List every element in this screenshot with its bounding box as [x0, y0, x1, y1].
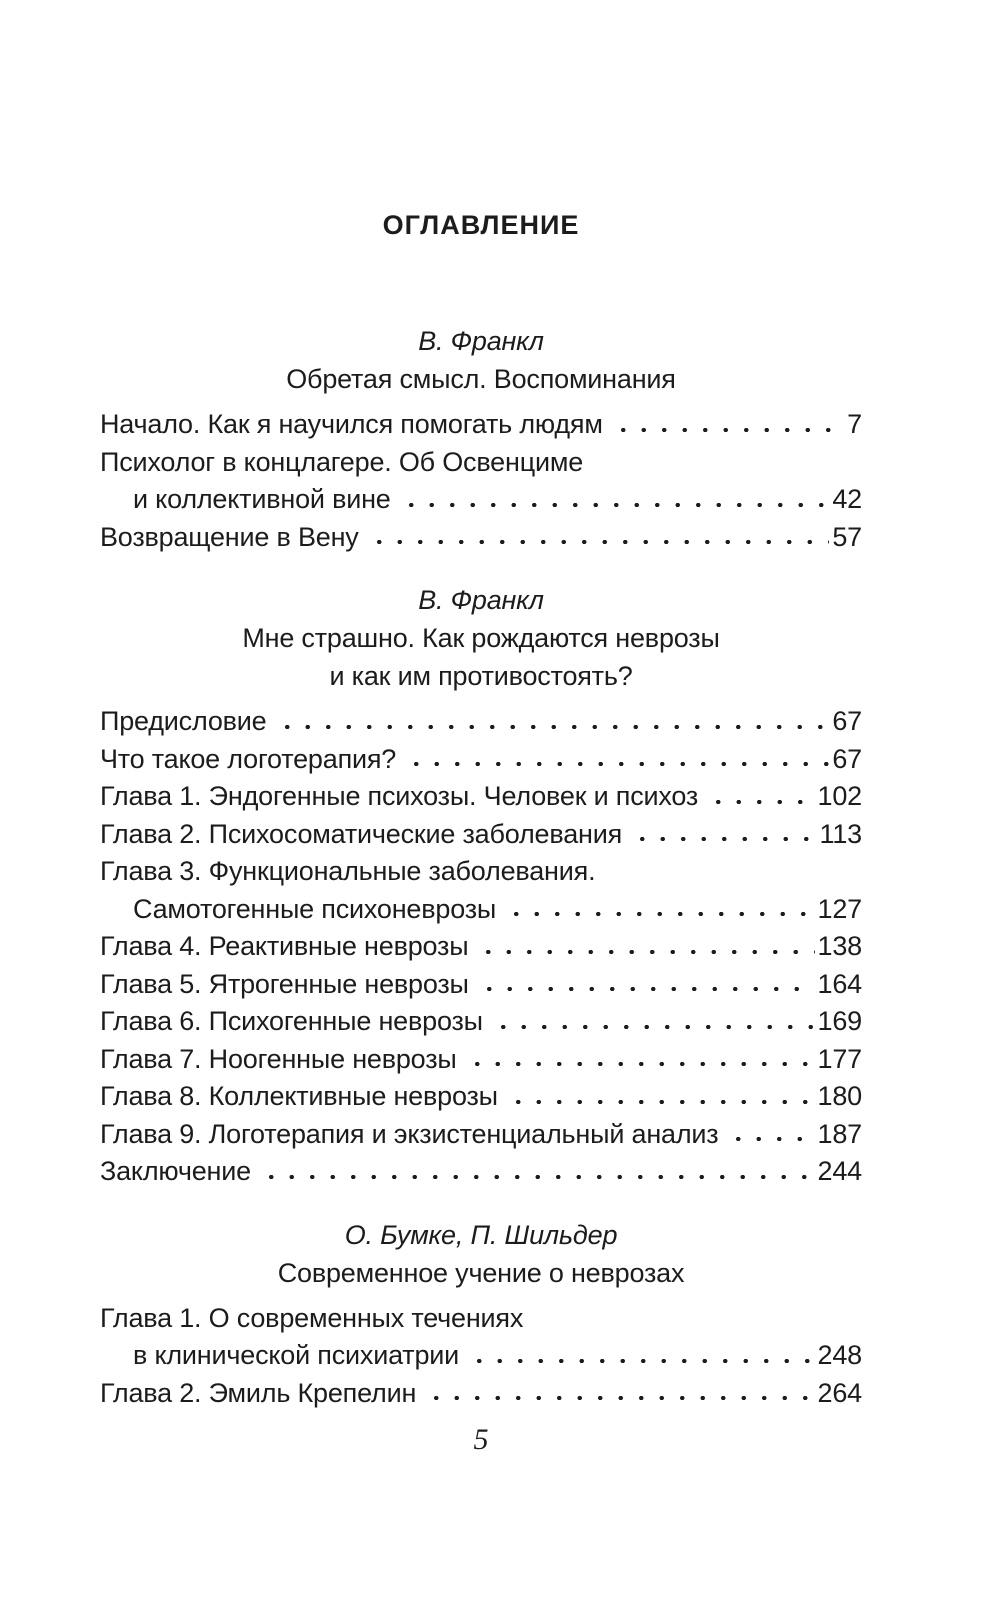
- toc-entry-page: 42: [832, 484, 862, 514]
- dot-leader: [632, 815, 817, 853]
- toc-entry-label: Глава 5. Ятрогенные неврозы: [100, 968, 469, 999]
- toc-entry-label: Глава 2. Эмиль Крепелин: [100, 1377, 417, 1408]
- toc-entry-page: 177: [817, 1043, 863, 1074]
- dot-leader: [478, 928, 815, 966]
- toc-entry: в клинической психиатрии 248: [100, 1337, 862, 1375]
- toc-entry-label: Глава 2. Психосоматические заболевания: [100, 818, 623, 849]
- dot-leader: [492, 1003, 815, 1041]
- toc-entry-label: Глава 3. Функциональные заболевания.: [100, 856, 596, 886]
- toc-entry: Что такое логотерапия? 67: [100, 740, 862, 778]
- toc-entry-label: Глава 7. Ноогенные неврозы: [100, 1043, 457, 1074]
- toc-entry-page: 264: [817, 1377, 863, 1408]
- toc-section: О. Бумке, П. Шильдер Современное учение о…: [100, 1216, 863, 1412]
- dot-leader: [260, 1153, 815, 1191]
- toc-entry-label: Глава 6. Психогенные неврозы: [100, 1006, 483, 1036]
- section-header: О. Бумке, П. Шильдер Современное учение о…: [100, 1216, 862, 1292]
- toc-entry: Глава 8. Коллективные неврозы 180: [100, 1078, 862, 1116]
- toc-entry-page: 248: [817, 1340, 863, 1370]
- section-entries: Начало. Как я научился помогать людям 7 Пс…: [100, 406, 862, 556]
- dot-leader: [612, 406, 845, 444]
- toc-entry-label: Возвращение в Вену: [100, 521, 359, 552]
- toc-entry-page: 138: [817, 931, 863, 961]
- toc-section: В. Франкл Обретая смысл. Воспоминания Нача…: [100, 322, 862, 556]
- dot-leader: [400, 481, 830, 519]
- dot-leader: [507, 1078, 815, 1116]
- toc-entry-page: 187: [817, 1118, 863, 1149]
- toc-entry-label: Предисловие: [100, 706, 267, 736]
- toc-section: В. Франкл Мне страшно. Как рождаются невр…: [100, 581, 862, 1191]
- toc-entry: Предисловие 67: [100, 703, 862, 741]
- toc-entry: Глава 2. Психосоматические заболевания 11…: [100, 815, 863, 853]
- section-header: В. Франкл Обретая смысл. Воспоминания: [100, 322, 862, 398]
- page-number: 5: [473, 1423, 489, 1456]
- toc-entry: Глава 1. О современных течениях: [100, 1300, 862, 1338]
- toc-entry-page: 57: [832, 521, 862, 552]
- toc-entry-label: в клинической психиатрии: [133, 1340, 460, 1370]
- toc-entry-page: 102: [817, 781, 863, 811]
- toc-entry: и коллективной вине 42: [100, 481, 862, 519]
- toc-entry: Возвращение в Вену 57: [100, 518, 862, 556]
- section-entries: Предисловие 67 Что такое логотерапия? 67 Гла…: [100, 703, 862, 1191]
- toc-entry-label: Заключение: [100, 1156, 251, 1186]
- dot-leader: [368, 518, 830, 556]
- toc-entry: Глава 9. Логотерапия и экзистенциальный …: [100, 1115, 863, 1153]
- section-header: В. Франкл Мне страшно. Как рождаются невр…: [100, 581, 862, 695]
- toc-entry-label: и коллективной вине: [133, 484, 391, 514]
- section-title: и как им противостоять?: [329, 661, 633, 691]
- toc-entry-page: 169: [817, 1006, 863, 1036]
- toc-entry: Глава 4. Реактивные неврозы 138: [100, 928, 862, 966]
- toc-entry-label: Начало. Как я научился помогать людям: [100, 409, 603, 439]
- section-author: В. Франкл: [418, 326, 544, 356]
- dot-leader: [466, 1040, 815, 1078]
- toc-entry-page: 244: [817, 1156, 863, 1186]
- dot-leader: [728, 1115, 815, 1153]
- toc-entry-label: Глава 9. Логотерапия и экзистенциальный …: [100, 1118, 719, 1149]
- toc-entry: Глава 2. Эмиль Крепелин 264: [100, 1374, 863, 1412]
- toc-entry: Глава 3. Функциональные заболевания.: [100, 853, 862, 891]
- section-title: Обретая смысл. Воспоминания: [286, 364, 676, 394]
- toc-entry: Глава 1. Эндогенные психозы. Человек и п…: [100, 778, 862, 816]
- toc-entry: Глава 6. Психогенные неврозы 169: [100, 1003, 862, 1041]
- toc-entry: Заключение 244: [100, 1153, 862, 1191]
- toc-entry-page: 164: [817, 968, 863, 999]
- toc-entry: Начало. Как я научился помогать людям 7: [100, 406, 862, 444]
- dot-leader: [276, 703, 830, 741]
- dot-leader: [426, 1374, 815, 1412]
- table-of-contents: ОГЛАВЛЕНИЕ В. Франкл Обретая смысл. Воспо…: [100, 0, 862, 1458]
- toc-entry-page: 127: [817, 893, 863, 924]
- dot-leader: [469, 1337, 815, 1375]
- toc-entry-label: Глава 8. Коллективные неврозы: [100, 1081, 498, 1111]
- section-entries: Глава 1. О современных течениях в клиниче…: [100, 1300, 863, 1412]
- toc-entry: Психолог в концлагере. Об Освенциме: [100, 444, 862, 482]
- toc-entry-page: 67: [832, 743, 862, 774]
- toc-entry-label: Глава 1. О современных течениях: [100, 1302, 524, 1333]
- dot-leader: [406, 740, 830, 778]
- toc-entry-page: 7: [847, 409, 862, 439]
- toc-entry-page: 180: [817, 1081, 863, 1111]
- section-title: Современное учение о неврозах: [277, 1257, 685, 1288]
- toc-entry-label: Глава 4. Реактивные неврозы: [100, 931, 469, 961]
- dot-leader: [708, 778, 815, 816]
- toc-entry-label: Самотогенные психоневрозы: [133, 893, 497, 924]
- toc-entry-label: Глава 1. Эндогенные психозы. Человек и п…: [100, 781, 699, 811]
- dot-leader: [478, 965, 815, 1003]
- page-title: ОГЛАВЛЕНИЕ: [382, 210, 580, 240]
- toc-entry-label: Психолог в концлагере. Об Освенциме: [100, 446, 584, 477]
- toc-entry-page: 113: [819, 818, 863, 849]
- toc-entry: Глава 5. Ятрогенные неврозы 164: [100, 965, 863, 1003]
- section-title: Мне страшно. Как рождаются неврозы: [242, 623, 720, 653]
- toc-entry-label: Что такое логотерапия?: [100, 743, 397, 774]
- section-author: В. Франкл: [418, 585, 544, 615]
- toc-sections: В. Франкл Обретая смысл. Воспоминания Нача…: [100, 322, 862, 1412]
- section-author: О. Бумке, П. Шильдер: [344, 1219, 618, 1250]
- dot-leader: [506, 890, 815, 928]
- toc-entry-page: 67: [832, 706, 862, 736]
- toc-entry: Самотогенные психоневрозы 127: [100, 890, 863, 928]
- toc-entry: Глава 7. Ноогенные неврозы 177: [100, 1040, 863, 1078]
